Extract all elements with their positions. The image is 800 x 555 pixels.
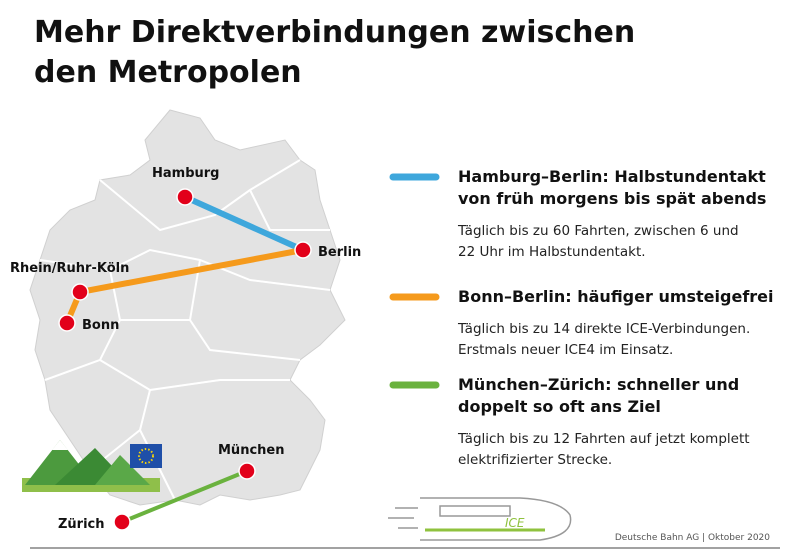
city-label: München bbox=[218, 443, 284, 458]
state-borders bbox=[39, 159, 331, 501]
city-label: Zürich bbox=[58, 517, 105, 532]
legend-heading: Bonn–Berlin: häufiger umsteigefrei bbox=[458, 287, 774, 306]
city-label: Bonn bbox=[82, 318, 119, 333]
legend-text: elektrifizierter Strecke. bbox=[458, 452, 612, 468]
legend-text: Täglich bis zu 60 Fahrten, zwischen 6 un… bbox=[457, 223, 739, 239]
legend-heading: doppelt so oft ans Ziel bbox=[458, 397, 661, 416]
legend-text: Erstmals neuer ICE4 im Einsatz. bbox=[458, 342, 673, 358]
source: Deutsche Bahn AG | Oktober 2020 bbox=[615, 533, 770, 543]
city-label: Berlin bbox=[318, 245, 361, 260]
legend-text: Täglich bis zu 14 direkte ICE-Verbindung… bbox=[457, 321, 750, 337]
city-dot bbox=[58, 314, 76, 332]
train-label: ICE bbox=[505, 516, 525, 530]
legend-text: Täglich bis zu 12 Fahrten auf jetzt komp… bbox=[457, 431, 750, 447]
title-line: den Metropolen bbox=[34, 55, 302, 90]
city-dot bbox=[71, 283, 89, 301]
city-dot bbox=[238, 462, 256, 480]
route-muenchen-zuerich bbox=[121, 469, 248, 524]
city-dot bbox=[294, 241, 312, 259]
legend-heading: München–Zürich: schneller und bbox=[458, 375, 739, 394]
legend-text: 22 Uhr im Halbstundentakt. bbox=[458, 244, 646, 260]
city-dots bbox=[58, 188, 312, 531]
legend: Hamburg–Berlin: Halbstundentakt von früh… bbox=[389, 167, 774, 468]
city-label: Hamburg bbox=[152, 166, 219, 181]
germany-outline bbox=[29, 109, 346, 506]
eu-flag bbox=[130, 444, 162, 468]
map: Hamburg Berlin Rhein/Ruhr-Köln Bonn Münc… bbox=[10, 109, 361, 532]
mountains-icon bbox=[22, 440, 160, 492]
legend-heading: von früh morgens bis spät abends bbox=[458, 189, 766, 208]
route-hamburg-berlin bbox=[183, 194, 305, 253]
city-dot bbox=[176, 188, 194, 206]
legend-heading: Hamburg–Berlin: Halbstundentakt bbox=[458, 167, 766, 186]
city-dot bbox=[113, 513, 131, 531]
train-sketch bbox=[388, 497, 572, 541]
city-label: Rhein/Ruhr-Köln bbox=[10, 261, 129, 276]
title-line: Mehr Direktverbindungen zwischen bbox=[34, 15, 635, 50]
